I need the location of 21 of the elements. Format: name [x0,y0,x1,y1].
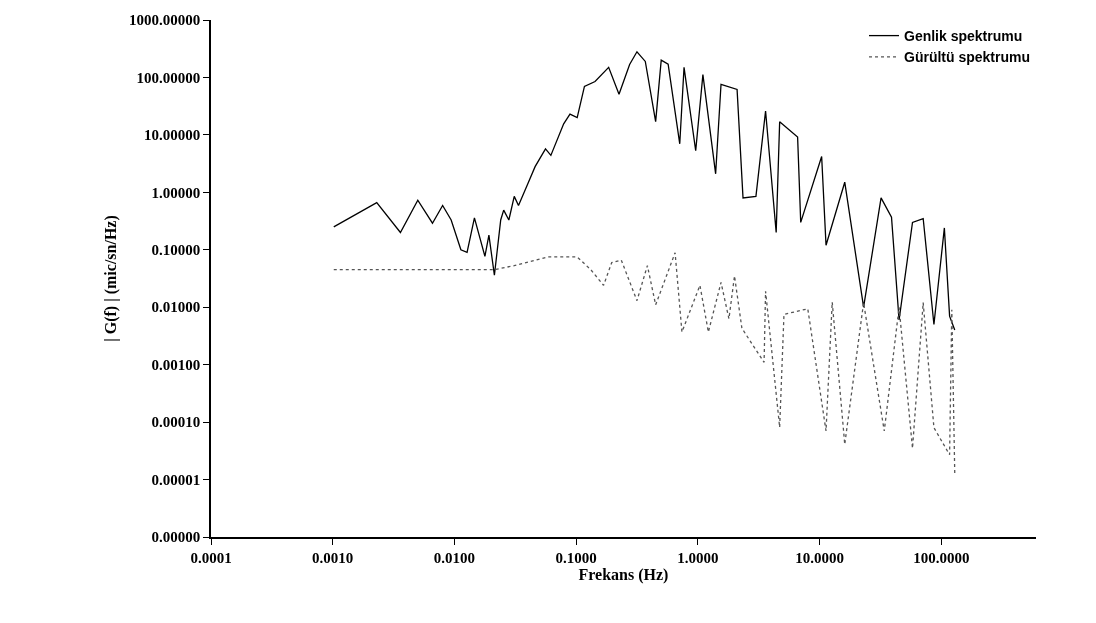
x-tick-label: 0.1000 [555,549,597,566]
x-tick-label: 100.0000 [913,549,970,566]
y-tick-label: 1.00000 [151,184,201,201]
y-tick-label: 0.00010 [151,414,201,431]
legend-label: Gürültü spektrumu [904,49,1031,66]
y-tick-label: 0.00100 [151,356,201,373]
y-tick-label: 0.00000 [151,529,201,546]
y-tick-label: 1000.00000 [129,12,201,29]
y-tick-label: 10.00000 [144,127,201,144]
x-axis-title: Frekans (Hz) [578,565,669,584]
x-tick-label: 10.0000 [795,549,844,566]
x-tick-label: 0.0001 [190,549,232,566]
x-tick-label: 0.0010 [312,549,354,566]
y-tick-label: 100.00000 [136,69,201,86]
legend-label: Genlik spektrumu [904,28,1023,45]
x-tick-label: 1.0000 [677,549,719,566]
y-axis-title: | G(f) | (mic/sn/Hz) [102,215,121,342]
x-tick-label: 0.0100 [433,549,476,566]
y-tick-label: 0.00001 [151,471,201,488]
y-tick-label: 0.01000 [151,299,201,316]
y-tick-label: 0.10000 [151,242,201,259]
